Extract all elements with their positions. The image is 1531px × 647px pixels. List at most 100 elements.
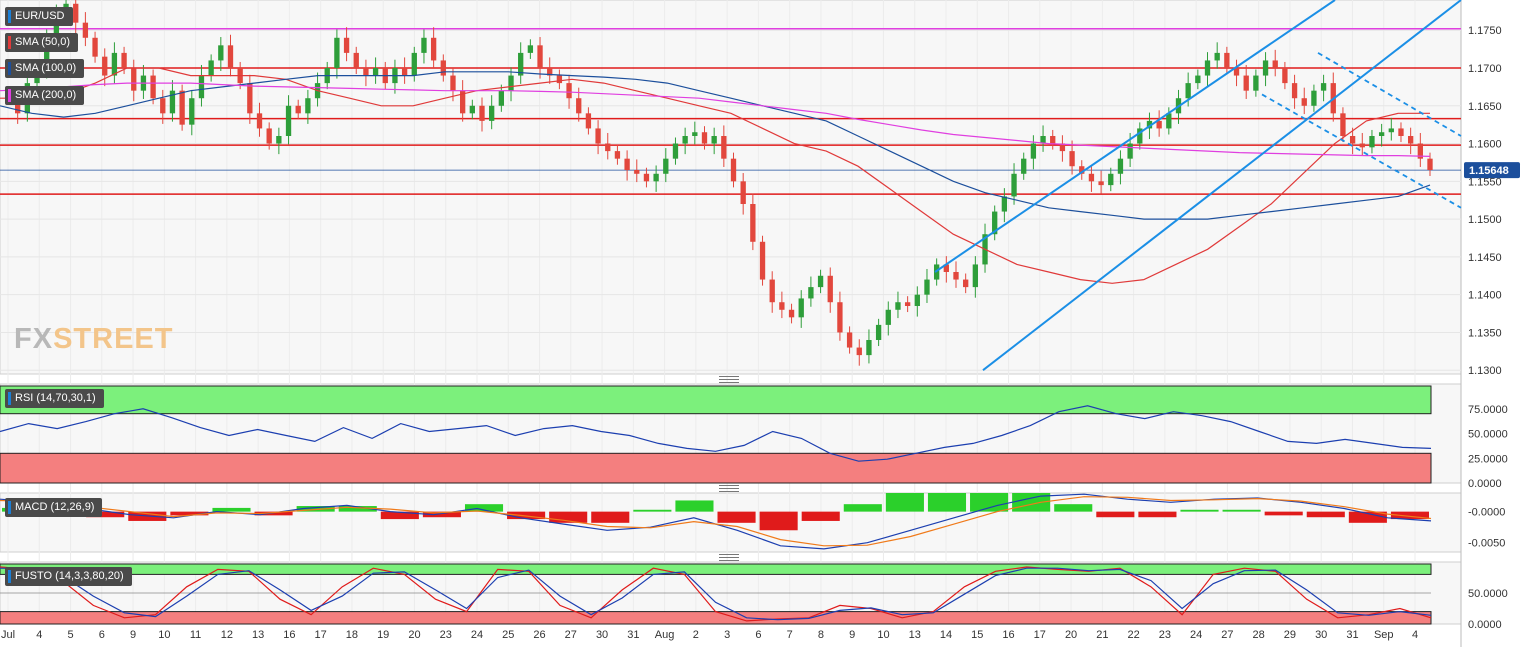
y-tick-label: 50.0000 bbox=[1468, 588, 1508, 600]
candle-body bbox=[624, 158, 630, 170]
candle-body bbox=[169, 90, 176, 114]
macd-histogram-bar bbox=[212, 507, 251, 512]
x-tick-label: 31 bbox=[627, 629, 639, 641]
watermark-street: STREET bbox=[53, 323, 174, 355]
instrument-tag[interactable]: EUR/USD bbox=[5, 7, 73, 26]
macd-histogram-bar bbox=[1306, 511, 1345, 518]
candle-body bbox=[1040, 136, 1046, 144]
candle-body bbox=[256, 113, 263, 129]
x-tick-label: 4 bbox=[1412, 629, 1418, 641]
candle-body bbox=[537, 45, 543, 68]
candle-body bbox=[401, 68, 408, 76]
candle-body bbox=[788, 309, 795, 318]
fusto-pane-resize-handle[interactable] bbox=[719, 554, 739, 561]
candle-body bbox=[73, 3, 79, 23]
candle-body bbox=[885, 309, 891, 325]
x-tick-label: 14 bbox=[940, 629, 952, 641]
x-tick-label: 19 bbox=[377, 629, 389, 641]
y-tick-label: 1.1400 bbox=[1468, 290, 1502, 302]
candle-body bbox=[518, 52, 524, 76]
candle-body bbox=[1117, 158, 1124, 174]
x-tick-label: 7 bbox=[787, 629, 793, 641]
candle-body bbox=[479, 105, 485, 121]
x-tick-label: 9 bbox=[130, 629, 136, 641]
candle-body bbox=[1069, 151, 1075, 167]
candle-body bbox=[1359, 143, 1365, 148]
macd-histogram-bar bbox=[254, 511, 293, 516]
x-tick-label: 15 bbox=[971, 629, 983, 641]
candle-body bbox=[1059, 143, 1066, 152]
last-price-label: 1.15648 bbox=[1469, 165, 1509, 177]
x-tick-label: 29 bbox=[1284, 629, 1296, 641]
rsi-pane-resize-handle[interactable] bbox=[719, 376, 739, 383]
candle-body bbox=[247, 83, 253, 114]
candle-body bbox=[305, 98, 311, 114]
x-tick-label: 30 bbox=[596, 629, 608, 641]
x-tick-label: 24 bbox=[471, 629, 483, 641]
macd-tag[interactable]: MACD (12,26,9) bbox=[5, 498, 103, 517]
x-tick-label: 11 bbox=[190, 629, 201, 641]
y-tick-label: 1.1750 bbox=[1468, 25, 1502, 37]
x-tick-label: 21 bbox=[1096, 629, 1108, 641]
candle-body bbox=[1088, 173, 1095, 182]
candle-body bbox=[643, 173, 650, 182]
candle-body bbox=[595, 128, 601, 144]
macd-histogram-bar bbox=[1180, 509, 1219, 512]
macd-pane-resize-handle[interactable] bbox=[719, 485, 739, 492]
candle-body bbox=[1243, 75, 1249, 91]
macd-histogram-bar bbox=[338, 506, 377, 512]
macd-histogram-bar bbox=[422, 511, 461, 518]
macd-histogram-bar bbox=[296, 506, 335, 512]
candle-body bbox=[1262, 60, 1269, 76]
macd-histogram-bar bbox=[170, 511, 209, 516]
candle-body bbox=[1369, 136, 1375, 148]
candle-body bbox=[218, 45, 224, 61]
x-tick-label: 16 bbox=[283, 629, 295, 641]
x-tick-label: Aug bbox=[655, 629, 675, 641]
candle-body bbox=[895, 302, 901, 310]
sma200-tag[interactable]: SMA (200,0) bbox=[5, 86, 85, 105]
macd-histogram-bar bbox=[1138, 511, 1177, 518]
candle-body bbox=[653, 173, 659, 182]
candle-body bbox=[459, 90, 466, 114]
candle-body bbox=[808, 287, 814, 299]
candle-body bbox=[1146, 120, 1153, 129]
candle-body bbox=[121, 52, 127, 68]
rsi-tag[interactable]: RSI (14,70,30,1) bbox=[5, 389, 104, 408]
candle-body bbox=[953, 272, 959, 280]
candle-body bbox=[1282, 68, 1288, 84]
candle-body bbox=[924, 279, 930, 295]
candle-body bbox=[1204, 60, 1211, 76]
candle-body bbox=[15, 98, 21, 114]
candle-body bbox=[769, 279, 775, 303]
macd-histogram-bar bbox=[591, 511, 630, 523]
y-tick-label: 25.0000 bbox=[1468, 453, 1508, 465]
macd-histogram-bar bbox=[927, 493, 967, 512]
x-tick-label: 24 bbox=[1190, 629, 1202, 641]
y-tick-label: 1.1350 bbox=[1468, 327, 1502, 339]
candle-body bbox=[663, 158, 669, 174]
y-tick-label: 1.1700 bbox=[1468, 63, 1502, 75]
sma50-tag[interactable]: SMA (50,0) bbox=[5, 33, 79, 52]
fusto-tag[interactable]: FUSTO (14,3,3,80,20) bbox=[5, 567, 132, 586]
candle-body bbox=[1311, 90, 1317, 106]
candle-body bbox=[672, 143, 679, 159]
candle-body bbox=[914, 294, 920, 306]
macd-histogram-bar bbox=[633, 509, 672, 512]
candle-body bbox=[150, 75, 156, 99]
candle-body bbox=[430, 37, 437, 61]
x-tick-label: 2 bbox=[693, 629, 699, 641]
candle-body bbox=[634, 170, 640, 174]
candle-body bbox=[576, 98, 582, 114]
macd-histogram-bar bbox=[1264, 511, 1303, 516]
y-tick-label: 1.1600 bbox=[1468, 139, 1502, 151]
candle-body bbox=[1195, 75, 1201, 84]
x-tick-label: 13 bbox=[909, 629, 921, 641]
candle-body bbox=[701, 132, 708, 144]
macd-histogram-bar bbox=[885, 493, 924, 512]
candle-body bbox=[605, 143, 611, 152]
x-tick-label: 30 bbox=[1315, 629, 1327, 641]
sma100-tag[interactable]: SMA (100,0) bbox=[5, 59, 85, 78]
macd-histogram-bar bbox=[759, 511, 798, 531]
